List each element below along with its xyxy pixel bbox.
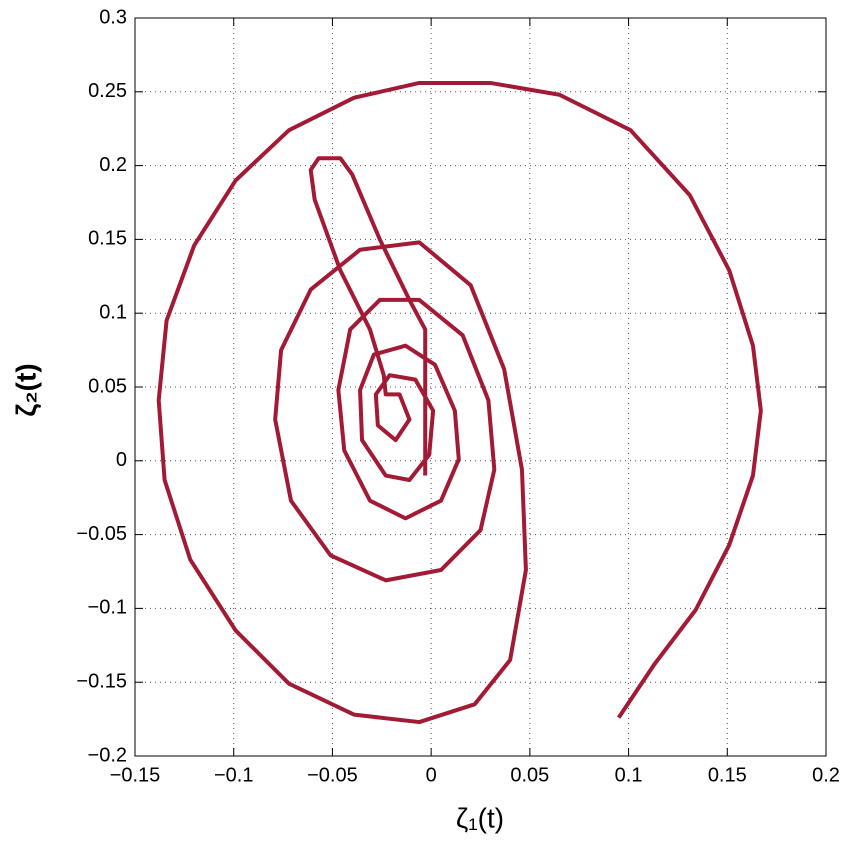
x-tick-label: −0.15 (110, 764, 161, 786)
y-tick-label: −0.15 (76, 670, 127, 692)
y-tick-label: −0.05 (76, 523, 127, 545)
y-tick-label: −0.1 (88, 597, 127, 619)
y-tick-label: −0.2 (88, 744, 127, 766)
x-tick-label: −0.05 (307, 764, 358, 786)
y-tick-label: 0.1 (99, 301, 127, 323)
data-line (156, 80, 763, 725)
y-axis-label: ζ₂(t) (10, 363, 41, 416)
x-tick-label: 0.05 (510, 764, 549, 786)
x-tick-label: 0.15 (708, 764, 747, 786)
x-tick-label: −0.1 (214, 764, 253, 786)
x-tick-label: 0 (426, 764, 437, 786)
y-tick-label: 0.15 (88, 228, 127, 250)
y-tick-label: 0.2 (99, 154, 127, 176)
y-tick-label: 0.25 (88, 80, 127, 102)
y-tick-label: 0 (116, 449, 127, 471)
axes-box (134, 17, 827, 757)
x-axis-label: ζ₁(t) (456, 802, 504, 833)
x-tick-label: 0.2 (812, 764, 840, 786)
y-tick-label: 0.05 (88, 375, 127, 397)
x-tick-label: 0.1 (615, 764, 643, 786)
y-tick-label: 0.3 (99, 6, 127, 28)
